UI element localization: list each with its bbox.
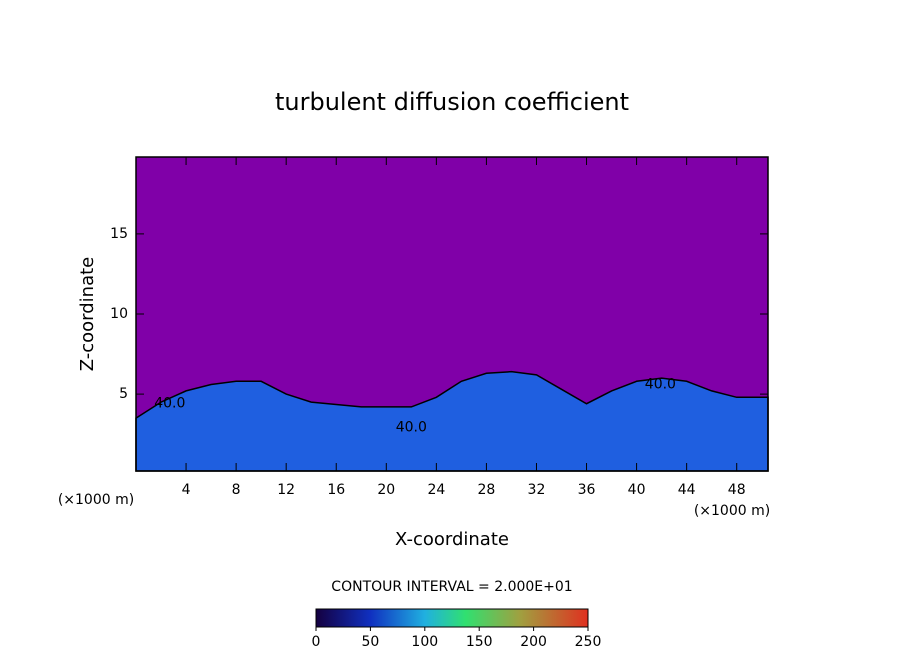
y-tick-label: 15 xyxy=(110,226,128,242)
colorbar-tick-label: 150 xyxy=(466,634,493,650)
x-tick-label: 8 xyxy=(232,482,241,498)
x-unit: (×1000 m) xyxy=(694,503,770,519)
colorbar-tick-label: 250 xyxy=(575,634,602,650)
contour-label: 40.0 xyxy=(154,396,185,412)
x-tick-label: 48 xyxy=(728,482,746,498)
x-tick-label: 36 xyxy=(578,482,596,498)
colorbar-tick-label: 200 xyxy=(520,634,547,650)
x-tick-label: 32 xyxy=(528,482,546,498)
x-tick-label: 24 xyxy=(427,482,445,498)
y-axis-label: Z-coordinate xyxy=(77,257,98,372)
x-tick-label: 28 xyxy=(478,482,496,498)
colorbar-tick-label: 100 xyxy=(411,634,438,650)
colorbar xyxy=(315,608,589,628)
x-tick-label: 12 xyxy=(277,482,295,498)
x-tick-label: 20 xyxy=(377,482,395,498)
chart-title: turbulent diffusion coefficient xyxy=(275,88,629,116)
contour-interval: CONTOUR INTERVAL = 2.000E+01 xyxy=(331,579,572,595)
turbulent-layer xyxy=(135,370,769,472)
y-tick-label: 5 xyxy=(119,386,128,402)
x-unit: (×1000 m) xyxy=(58,492,134,508)
y-tick-label: 10 xyxy=(110,306,128,322)
contour-label: 40.0 xyxy=(645,376,676,392)
x-tick-label: 40 xyxy=(628,482,646,498)
colorbar-tick-label: 50 xyxy=(361,634,379,650)
contour-label: 40.0 xyxy=(396,420,427,436)
x-axis-label: X-coordinate xyxy=(395,529,509,550)
colorbar-tick-label: 0 xyxy=(312,634,321,650)
x-tick-label: 4 xyxy=(182,482,191,498)
x-tick-label: 44 xyxy=(678,482,696,498)
x-tick-label: 16 xyxy=(327,482,345,498)
